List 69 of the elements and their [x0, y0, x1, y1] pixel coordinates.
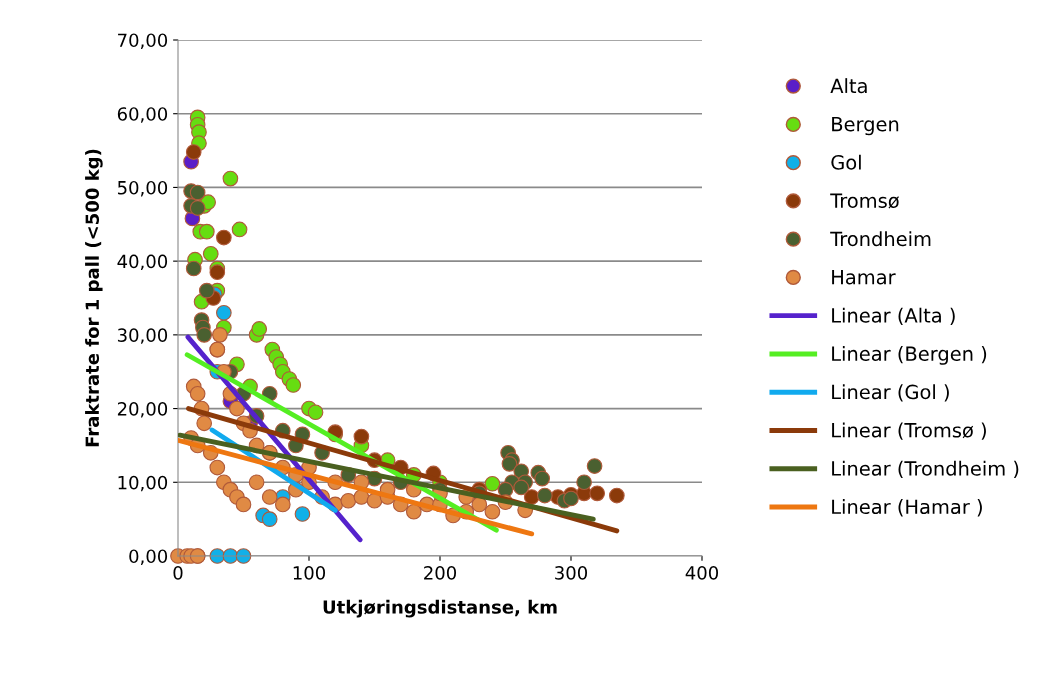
point — [563, 490, 579, 507]
y-tick-label: 50,00 — [117, 180, 168, 197]
point — [185, 260, 202, 277]
point — [307, 404, 324, 421]
x-tick-label: 200 — [424, 566, 457, 580]
point — [196, 415, 213, 432]
x-tick-label: 300 — [555, 566, 588, 580]
point — [576, 474, 592, 491]
legend-label: Linear (Bergen ) — [832, 345, 987, 365]
y-tick-label: 40,00 — [117, 254, 168, 271]
point — [471, 496, 488, 513]
x-tick-label: 100 — [293, 566, 326, 580]
point — [484, 503, 501, 520]
point — [185, 144, 202, 160]
point — [189, 385, 206, 402]
point — [501, 456, 518, 472]
legend-label: Alta — [830, 78, 867, 94]
point — [536, 487, 553, 504]
y-tick-label: 0,00 — [129, 549, 168, 565]
legend-label: Hamar — [832, 270, 896, 285]
y-tick-label: 10,00 — [118, 475, 168, 492]
y-axis-title: Fraktrate for 1 pall (<500 kg) — [85, 149, 103, 447]
legend-label: Linear (Hamar ) — [832, 499, 982, 517]
legend-label: Linear (Gol ) — [832, 384, 949, 402]
point — [285, 377, 302, 393]
y-tick-label: 60,00 — [117, 107, 168, 123]
y-tick-label: 70,00 — [118, 33, 168, 49]
legend-label: Tromsø — [830, 193, 899, 209]
legend-label: Linear (Trondheim ) — [832, 460, 1019, 479]
legend-label: Gol — [831, 154, 861, 170]
legend-label: Bergen — [832, 117, 899, 136]
point — [189, 184, 206, 201]
point — [340, 492, 357, 509]
point — [353, 428, 370, 445]
point — [209, 459, 226, 476]
point — [274, 496, 291, 513]
y-tick-label: 20,00 — [117, 402, 168, 418]
point — [609, 487, 625, 504]
point — [235, 496, 252, 513]
point — [586, 458, 603, 474]
point — [216, 304, 232, 321]
point — [189, 200, 206, 216]
x-axis-title: Utkjøringsdistanse, km — [323, 599, 557, 618]
point — [231, 221, 248, 238]
point — [405, 503, 422, 520]
point — [229, 400, 245, 417]
y-tick-label: 30,00 — [117, 328, 168, 344]
legend-label: Linear (Tromsø ) — [832, 422, 986, 440]
x-tick-label: 400 — [685, 566, 719, 580]
legend-label: Trondheim — [830, 231, 931, 247]
point — [196, 327, 213, 343]
point — [202, 245, 219, 262]
point — [589, 485, 606, 502]
point — [198, 282, 215, 299]
point — [294, 506, 311, 522]
point — [212, 327, 228, 343]
point — [209, 264, 226, 281]
point — [261, 511, 278, 527]
point — [484, 475, 501, 492]
point — [216, 229, 232, 246]
point — [248, 474, 265, 491]
point — [513, 479, 530, 496]
point — [534, 470, 551, 487]
point — [198, 223, 215, 240]
x-tick-label: 0 — [173, 566, 183, 580]
point — [251, 321, 268, 337]
point — [261, 489, 278, 505]
point — [222, 170, 239, 187]
legend-label: Linear (Alta ) — [832, 307, 955, 326]
